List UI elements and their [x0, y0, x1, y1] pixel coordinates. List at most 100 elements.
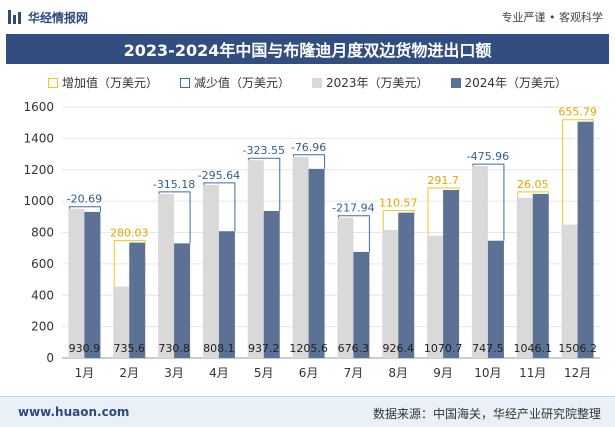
change-label: -76.96	[291, 141, 326, 154]
bar-chart-logo-icon	[8, 10, 22, 24]
legend-label-2024: 2024年（万美元）	[464, 76, 568, 90]
value-label-2024: 1205.6	[289, 342, 328, 355]
bar-2024	[308, 168, 325, 358]
bar-2024	[129, 242, 146, 358]
legend-item-increase: 增加值（万美元）	[47, 74, 158, 91]
increase-bracket	[382, 210, 415, 231]
change-label: 280.03	[110, 227, 149, 240]
bar-2024	[443, 190, 460, 358]
x-tick-label: 2月	[119, 366, 139, 380]
brand: 华经情报网	[8, 8, 88, 26]
change-label: 110.57	[379, 197, 418, 210]
value-label-2024: 1506.2	[558, 342, 597, 355]
increase-bracket	[517, 191, 550, 198]
x-tick-label: 8月	[388, 366, 408, 380]
increase-bracket	[113, 240, 146, 287]
bar-2023	[427, 235, 444, 358]
legend-label-decrease: 减少值（万美元）	[193, 76, 290, 90]
legend-swatch-increase	[47, 77, 58, 88]
legend: 增加值（万美元） 减少值（万美元） 2023年（万美元） 2024年（万美元）	[0, 74, 615, 91]
decrease-bracket	[203, 182, 236, 232]
x-tick-label: 7月	[344, 366, 364, 380]
increase-bracket	[427, 187, 460, 236]
bar-2024	[218, 231, 235, 358]
y-tick-label: 800	[31, 226, 54, 240]
increase-bracket	[562, 119, 595, 225]
change-label: -315.18	[153, 178, 195, 191]
tagline: 专业严谨 • 客观科学	[501, 11, 603, 24]
decrease-bracket	[248, 157, 281, 211]
top-bar: 华经情报网 专业严谨 • 客观科学	[0, 0, 615, 32]
change-label: 291.7	[427, 174, 459, 187]
decrease-bracket	[68, 206, 101, 212]
y-tick-label: 1400	[23, 131, 54, 145]
x-tick-label: 9月	[433, 366, 453, 380]
value-label-2024: 930.9	[69, 342, 101, 355]
y-tick-label: 1600	[23, 100, 54, 114]
change-label: 26.05	[517, 178, 549, 191]
legend-item-2024: 2024年（万美元）	[450, 74, 568, 91]
y-tick-label: 1200	[23, 163, 54, 177]
bar-2024	[353, 251, 370, 358]
bar-2024	[263, 210, 280, 358]
y-tick-label: 600	[31, 257, 54, 271]
y-tick-label: 200	[31, 320, 54, 334]
value-label-2024: 747.5	[472, 342, 504, 355]
bar-2023	[561, 224, 578, 358]
footer-website: www.huaon.com	[18, 405, 130, 419]
decrease-bracket	[158, 191, 191, 244]
y-tick-label: 400	[31, 288, 54, 302]
bar-2023	[68, 208, 85, 358]
value-label-2024: 1046.1	[514, 342, 553, 355]
legend-swatch-decrease	[179, 77, 190, 88]
brand-name: 华经情报网	[28, 10, 89, 25]
x-tick-label: 1月	[75, 366, 95, 380]
bar-2023	[292, 156, 309, 358]
value-label-2024: 926.4	[383, 342, 415, 355]
change-label: -217.94	[332, 202, 374, 215]
change-label: -20.69	[67, 193, 102, 206]
bar-2024	[174, 243, 191, 358]
bar-2024	[577, 121, 594, 358]
change-label: -475.96	[467, 150, 509, 163]
bar-2023	[113, 286, 130, 358]
legend-item-decrease: 减少值（万美元）	[179, 74, 290, 91]
change-label: -295.64	[198, 169, 240, 182]
decrease-bracket	[293, 154, 326, 169]
x-tick-label: 12月	[564, 366, 591, 380]
bar-2023	[202, 184, 219, 358]
change-label: 655.79	[558, 106, 597, 119]
legend-item-2023: 2023年（万美元）	[311, 74, 429, 91]
x-tick-label: 4月	[209, 366, 229, 380]
value-label-2024: 1070.7	[424, 342, 463, 355]
x-tick-label: 11月	[519, 366, 546, 380]
legend-swatch-2023	[311, 77, 322, 88]
bar-2023	[382, 230, 399, 358]
value-label-2024: 808.1	[203, 342, 235, 355]
x-tick-label: 6月	[299, 366, 319, 380]
bar-2023	[337, 217, 354, 358]
x-tick-label: 3月	[164, 366, 184, 380]
bar-2023	[158, 193, 175, 358]
change-label: -323.55	[243, 144, 285, 157]
bar-2023	[471, 166, 488, 358]
y-tick-label: 0	[46, 351, 54, 365]
chart-plot: 0 200 400 600 800 1000 1200 1400 1600 -20.69 930.9…	[23, 100, 600, 380]
value-label-2024: 937.2	[248, 342, 280, 355]
footer-source: 数据来源：中国海关，华经产业研究院整理	[372, 407, 601, 421]
chart-title: 2023-2024年中国与布隆迪月度双边货物进出口额	[6, 34, 609, 64]
decrease-bracket	[337, 215, 370, 252]
bar-2023	[516, 197, 533, 358]
x-tick-label: 5月	[254, 366, 274, 380]
bar-2024	[398, 212, 415, 358]
y-tick-label: 1000	[23, 194, 54, 208]
footer: www.huaon.com 数据来源：中国海关，华经产业研究院整理	[0, 396, 615, 427]
legend-label-2023: 2023年（万美元）	[325, 76, 429, 90]
legend-label-increase: 增加值（万美元）	[61, 76, 158, 90]
bar-2024	[84, 211, 101, 358]
bar-2023	[247, 160, 264, 358]
bar-2024	[532, 193, 549, 358]
bar-2024	[487, 240, 504, 358]
value-label-2024: 730.8	[158, 342, 190, 355]
value-label-2024: 676.3	[338, 342, 370, 355]
